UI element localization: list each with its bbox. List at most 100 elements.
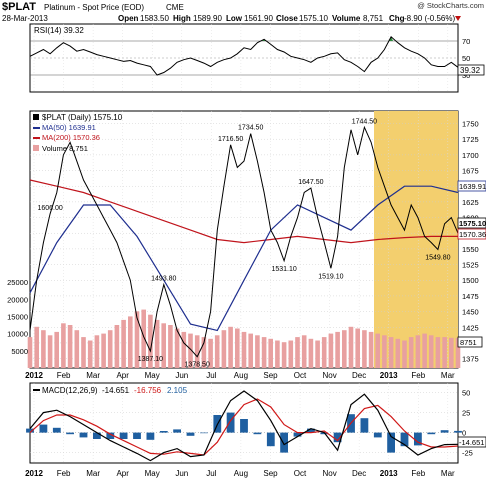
volume-bars — [27, 309, 461, 369]
volume-tick-label: 20000 — [7, 295, 28, 304]
ma50-current-tag — [457, 180, 486, 192]
volume-bar — [101, 333, 106, 368]
volume-bar — [362, 330, 367, 368]
volume-bar — [255, 335, 260, 368]
high-value: 1589.90 — [193, 14, 222, 23]
price-tick-label: 1500 — [462, 276, 479, 285]
price-current-value: 1575.10 — [459, 219, 486, 228]
volume-bar — [34, 326, 39, 369]
legend-volume: Volume 8,751 — [42, 144, 88, 153]
x-tick-label: Jul — [206, 371, 216, 380]
price-annotation: 1493.80 — [151, 276, 176, 283]
macd-histogram-bar — [133, 432, 141, 439]
price-tick-label: 1750 — [462, 120, 479, 129]
volume-bar — [114, 325, 120, 368]
macd-histogram-bar — [454, 430, 462, 433]
price-annotation: 1606.00 — [37, 205, 62, 212]
volume-bar — [208, 338, 213, 368]
volume-bar — [214, 335, 220, 368]
watermark: @ StockCharts.com — [417, 1, 484, 10]
price-tick-label: 1550 — [462, 245, 479, 254]
rsi-label: RSI(14) 39.32 — [34, 26, 84, 35]
volume-bar — [168, 325, 173, 368]
x-tick-label: Feb — [411, 469, 425, 478]
x-tick-label: Aug — [234, 371, 248, 380]
legend-ma50: MA(50) 1639.91 — [42, 123, 96, 132]
price-annotations: 1606.00 1493.80 1387.10 1378.50 1716.50 1734.… — [37, 118, 450, 368]
macd-axis: 50 25 0 -25 — [462, 389, 473, 458]
macd-histogram-bar — [79, 432, 88, 438]
volume-bar — [194, 335, 200, 368]
volume-tick-label: 5000 — [11, 347, 28, 356]
legend-swatch-price — [33, 114, 39, 120]
volume-bar — [402, 340, 407, 368]
volume-bar — [181, 331, 187, 368]
macd-current-tag — [457, 436, 486, 448]
volume-bar — [188, 333, 193, 368]
hist-value: 2.105 — [167, 386, 188, 395]
volume-bar — [455, 337, 461, 368]
volume-bar — [308, 338, 314, 368]
macd-label: MACD(12,26,9) — [42, 386, 98, 395]
x-tick-label: Dec — [352, 371, 366, 380]
price-tick-label: 1525 — [462, 261, 479, 270]
macd-line — [29, 390, 459, 462]
macd-histogram-bar — [360, 418, 369, 433]
volume-bar — [422, 333, 427, 368]
volume-bar — [321, 337, 327, 368]
legend-price: $PLAT (Daily) 1575.10 — [42, 113, 123, 122]
price-annotation: 1734.50 — [238, 125, 263, 132]
x-tick-label: Feb — [57, 371, 71, 380]
signal-value: -16.756 — [134, 386, 162, 395]
volume-bar — [81, 337, 86, 368]
volume-bar — [388, 337, 394, 368]
price-annotation: 1549.80 — [425, 255, 450, 262]
rsi-current-tag — [457, 64, 485, 76]
x-tick-label: Jun — [175, 371, 188, 380]
price-axis: 1750172517001675165016251600157515501525… — [462, 120, 479, 364]
chart-header: $PLAT Platinum - Spot Price (EOD) CME @ … — [2, 1, 484, 23]
x-tick-label: Sep — [263, 469, 278, 478]
volume-axis: 25000 20000 15000 10000 5000 — [7, 278, 28, 356]
macd-histogram-bar — [186, 432, 195, 436]
x-tick-label: Apr — [116, 371, 129, 380]
price-legend: $PLAT (Daily) 1575.10 MA(50) 1639.91 MA(… — [33, 113, 123, 153]
ma200-current-value: 1570.36 — [459, 230, 486, 239]
down-arrow-icon — [455, 16, 461, 21]
volume-bar — [61, 323, 66, 368]
volume-bar — [428, 335, 434, 368]
x-tick-label: Oct — [294, 469, 307, 478]
x-tick-label: 2013 — [380, 371, 398, 380]
macd-histogram-bar — [119, 432, 128, 439]
legend-swatch-volume — [33, 145, 39, 151]
rsi-axis: 70 50 30 — [462, 37, 470, 80]
volume-bar — [74, 330, 80, 368]
volume-bar — [27, 337, 33, 368]
price-annotation: 1531.10 — [271, 266, 296, 273]
macd-histogram-bar — [39, 424, 48, 433]
x-tick-label: Apr — [116, 469, 129, 478]
volume-bar — [235, 328, 240, 368]
volume-bar — [395, 338, 401, 368]
x-axis-bottom: 2012 Feb Mar Apr May Jun Jul Aug Sep Oct Nov Dec 201… — [25, 469, 455, 478]
volume-bar — [41, 330, 46, 368]
price-current-tag — [457, 217, 486, 229]
macd-histogram-bar — [200, 432, 208, 434]
macd-tick-label: 50 — [462, 389, 470, 398]
macd-histogram-bar — [373, 432, 382, 438]
macd-histogram-bar — [280, 432, 288, 453]
ma200-line — [29, 179, 458, 244]
x-tick-label: 2012 — [25, 469, 43, 478]
macd-histogram-bar — [26, 428, 34, 433]
volume-current-tag — [457, 336, 483, 348]
macd-legend: MACD(12,26,9) -14.651 -16.756 2.105 — [33, 386, 188, 395]
ma200-current-tag — [457, 228, 486, 240]
macd-tick-label: -25 — [462, 449, 473, 458]
price-annotation: 1387.10 — [138, 356, 163, 363]
price-annotation: 1744.50 — [352, 118, 377, 125]
volume-bar — [241, 331, 247, 368]
macd-current-value: -14.651 — [459, 438, 484, 447]
macd-histogram-bar — [253, 432, 262, 435]
x-tick-label: Dec — [352, 469, 366, 478]
x-tick-label: Nov — [322, 469, 336, 478]
